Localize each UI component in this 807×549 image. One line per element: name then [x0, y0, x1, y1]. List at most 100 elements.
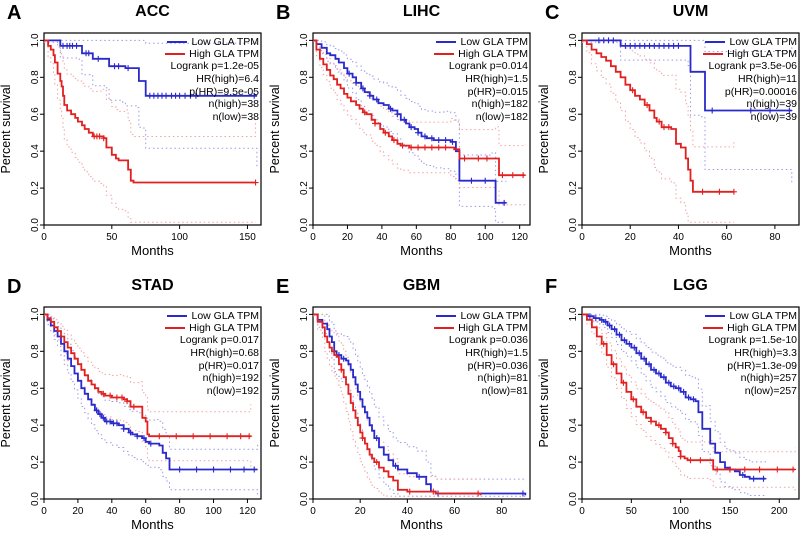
legend-label-high: High GLA TPM — [189, 322, 259, 334]
high-line-swatch — [434, 327, 455, 329]
high-line-swatch — [703, 327, 724, 329]
high-confidence-band — [313, 313, 481, 497]
svg-text:0.4: 0.4 — [299, 418, 310, 432]
high-survival-curve — [313, 313, 482, 496]
stat-logrank: Logrank p=1.5e-10 — [708, 334, 797, 346]
stat-phr: p(HR)=9.5e-05 — [189, 85, 259, 98]
high-confidence-band — [582, 313, 796, 492]
legend-item-high: High GLA TPM — [434, 48, 528, 60]
high-line-swatch — [165, 327, 186, 329]
high-line-swatch — [703, 53, 724, 55]
x-axis-label: Months — [131, 517, 174, 532]
svg-text:0.6: 0.6 — [30, 381, 41, 395]
stat-nhigh: n(high)=38 — [208, 98, 260, 111]
high-censor-marks — [629, 87, 737, 195]
legend-label-high: High GLA TPM — [727, 322, 797, 334]
legend-item-high: High GLA TPM — [165, 322, 259, 334]
panel-letter: D — [7, 276, 22, 298]
svg-text:1.0: 1.0 — [299, 33, 310, 47]
svg-text:40: 40 — [673, 232, 685, 243]
svg-text:60: 60 — [140, 506, 152, 517]
x-axis-label: Months — [400, 243, 443, 258]
legend-label-low: Low GLA TPM — [191, 36, 259, 48]
stat-hr: HR(high)=1.5 — [465, 72, 528, 85]
svg-text:20: 20 — [342, 232, 354, 243]
stat-nhigh: n(high)=39 — [746, 98, 798, 111]
legend-label-high: High GLA TPM — [189, 48, 259, 60]
stat-nlow: n(low)=257 — [744, 385, 797, 398]
panel-lihc: B LIHC Percent survival 0 20 40 60 80 100 120 0… — [268, 0, 538, 274]
survival-plot-acc: 0 50 100 150 0.0 0.2 0.4 0.6 0.8 1.0 — [30, 32, 262, 243]
axes: 0 50 100 150 200 0.0 0.2 0.4 0.6 0.8 1.0 — [568, 306, 800, 517]
high-confidence-band — [44, 313, 252, 469]
high-confidence-band — [582, 39, 735, 223]
svg-text:0.6: 0.6 — [299, 381, 310, 395]
svg-text:1.0: 1.0 — [568, 33, 579, 47]
legend-label-high: High GLA TPM — [727, 48, 797, 60]
svg-text:150: 150 — [722, 506, 739, 517]
svg-text:1.0: 1.0 — [299, 307, 310, 321]
svg-text:20: 20 — [625, 232, 637, 243]
stat-nlow: n(low)=182 — [475, 111, 528, 124]
low-confidence-band — [582, 313, 766, 497]
low-confidence-band — [313, 313, 526, 497]
legend-item-low: Low GLA TPM — [703, 36, 797, 48]
low-line-swatch — [705, 315, 726, 317]
stat-logrank: Logrank p=0.017 — [179, 334, 259, 346]
low-censor-marks — [59, 42, 258, 99]
svg-text:0.0: 0.0 — [30, 492, 41, 506]
legend-item-high: High GLA TPM — [165, 48, 259, 60]
svg-text:20: 20 — [72, 506, 84, 517]
svg-text:20: 20 — [355, 506, 367, 517]
svg-text:0: 0 — [41, 506, 47, 517]
survival-plot-lihc: 0 20 40 60 80 100 120 0.0 0.2 0.4 0.6 0.8 1.0 — [299, 32, 531, 243]
svg-text:0.0: 0.0 — [299, 218, 310, 232]
svg-text:0.2: 0.2 — [568, 455, 579, 469]
legend-item-high: High GLA TPM — [434, 322, 528, 334]
panel-letter: C — [545, 2, 560, 24]
stat-hr: HR(high)=11 — [737, 72, 797, 85]
svg-text:40: 40 — [402, 506, 414, 517]
stat-hr: HR(high)=1.5 — [465, 346, 528, 359]
legend-item-low: Low GLA TPM — [703, 310, 797, 322]
svg-text:0.8: 0.8 — [299, 70, 310, 84]
panel-acc: A ACC Percent survival 0 50 100 150 0.0 0.2 0.… — [0, 0, 269, 274]
legend-label-high: High GLA TPM — [458, 48, 528, 60]
svg-text:0.8: 0.8 — [568, 70, 579, 84]
high-censor-marks — [600, 340, 797, 473]
stat-nhigh: n(high)=81 — [477, 372, 529, 385]
legend-label-low: Low GLA TPM — [729, 310, 797, 322]
svg-text:0.4: 0.4 — [568, 144, 579, 158]
panel-letter: A — [7, 2, 22, 24]
legend: Low GLA TPM High GLA TPM Logrank p=1.2e-… — [165, 36, 259, 124]
survival-plot-gbm: 0 20 40 60 80 0.0 0.2 0.4 0.6 0.8 1.0 — [299, 306, 531, 517]
svg-text:100: 100 — [672, 506, 689, 517]
svg-text:0.4: 0.4 — [30, 418, 41, 432]
stat-logrank: Logrank p=0.014 — [448, 60, 528, 72]
high-survival-curve — [44, 313, 251, 438]
svg-text:0: 0 — [579, 232, 585, 243]
panel-title: ACC — [135, 3, 170, 20]
legend-label-low: Low GLA TPM — [729, 36, 797, 48]
high-survival-curve — [44, 39, 256, 184]
svg-text:1.0: 1.0 — [30, 33, 41, 47]
low-survival-curve — [313, 39, 506, 204]
x-axis-label: Months — [669, 517, 712, 532]
legend: Low GLA TPM High GLA TPM Logrank p=3.5e-… — [703, 36, 797, 124]
legend-item-high: High GLA TPM — [703, 322, 797, 334]
high-censor-marks — [91, 133, 259, 186]
svg-text:80: 80 — [445, 232, 457, 243]
low-confidence-band — [582, 39, 793, 184]
legend-item-low: Low GLA TPM — [434, 36, 528, 48]
svg-text:0: 0 — [310, 232, 316, 243]
low-line-swatch — [705, 41, 726, 43]
high-survival-curve — [582, 39, 734, 193]
low-censor-marks — [586, 313, 767, 482]
stat-hr: HR(high)=6.4 — [196, 72, 259, 85]
legend-label-low: Low GLA TPM — [460, 36, 528, 48]
low-survival-curve — [582, 39, 792, 112]
survival-plot-uvm: 0 20 40 60 80 0.0 0.2 0.4 0.6 0.8 1.0 — [568, 32, 800, 243]
x-axis-label: Months — [131, 243, 174, 258]
stat-phr: p(HR)=0.017 — [198, 359, 259, 372]
